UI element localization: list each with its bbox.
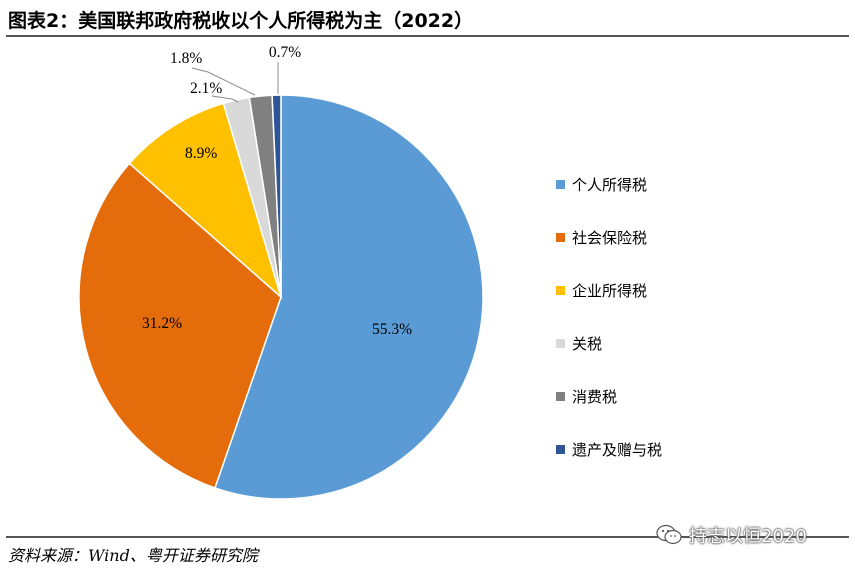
data-label-4: 2.1% <box>190 80 222 97</box>
legend-label: 企业所得税 <box>572 282 648 300</box>
legend-swatch <box>556 392 565 401</box>
data-label-6: 0.7% <box>269 44 301 61</box>
legend-label: 社会保险税 <box>572 229 648 247</box>
legend-swatch <box>556 286 565 295</box>
wechat-icon <box>656 524 682 545</box>
data-label-5: 1.8% <box>170 50 202 67</box>
legend-swatch <box>556 233 565 242</box>
legend: 个人所得税社会保险税企业所得税关税消费税遗产及赠与税 <box>556 158 662 476</box>
legend-item-4: 关税 <box>556 317 662 370</box>
data-label-1: 55.3% <box>372 321 412 338</box>
legend-label: 遗产及赠与税 <box>572 441 663 459</box>
watermark: 持志以恒2020 <box>655 522 807 548</box>
legend-item-3: 企业所得税 <box>556 264 662 317</box>
legend-item-6: 遗产及赠与税 <box>556 423 662 476</box>
data-label-3: 8.9% <box>185 145 217 162</box>
leader-line-5 <box>191 67 256 96</box>
data-label-2: 31.2% <box>142 315 182 332</box>
chart-title: 图表2：美国联邦政府税收以个人所得税为主（2022） <box>8 10 474 32</box>
watermark-text: 持志以恒2020 <box>689 526 807 547</box>
legend-label: 关税 <box>572 335 603 353</box>
source-note: 资料来源：Wind、粤开证券研究院 <box>8 546 258 565</box>
bottom-rule <box>6 536 849 538</box>
legend-swatch <box>556 180 565 189</box>
legend-label: 个人所得税 <box>572 176 648 194</box>
legend-swatch <box>556 445 565 454</box>
pie-slice-1 <box>214 94 484 500</box>
legend-swatch <box>556 339 565 348</box>
legend-item-1: 个人所得税 <box>556 158 662 211</box>
legend-item-2: 社会保险税 <box>556 211 662 264</box>
pie-slice-2 <box>78 162 282 489</box>
legend-label: 消费税 <box>572 388 618 406</box>
legend-item-5: 消费税 <box>556 370 662 423</box>
pie-slice-3 <box>128 102 283 300</box>
leader-line-4 <box>211 95 239 103</box>
top-rule <box>6 35 849 37</box>
pie-slice-6 <box>271 94 282 298</box>
